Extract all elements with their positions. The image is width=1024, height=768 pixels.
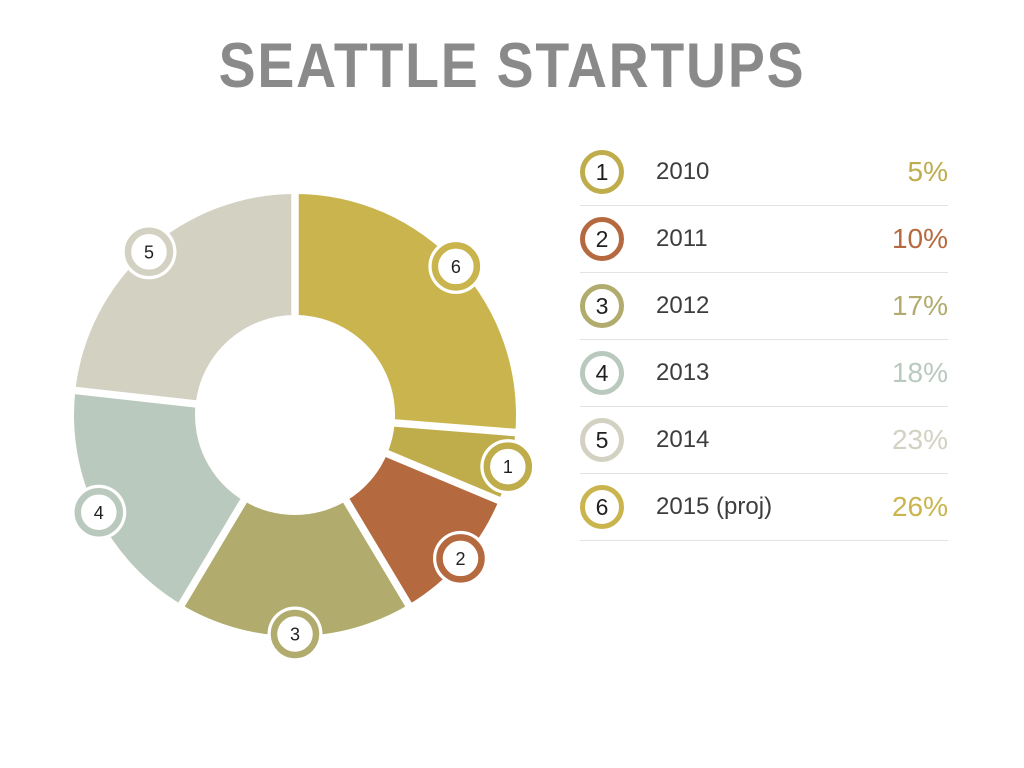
legend-row-2015-proj: 6 2015 (proj) 26% xyxy=(580,474,948,541)
legend-row-2010: 1 2010 5% xyxy=(580,139,948,206)
slice-badge-1 xyxy=(483,442,533,491)
slice-badge-number: 5 xyxy=(144,242,154,262)
slice-divider xyxy=(291,413,415,611)
legend-year-label: 2013 xyxy=(656,359,710,386)
chart-slice-2014 xyxy=(75,194,296,404)
legend-percent-value: 10% xyxy=(891,223,948,254)
chart-slice-2011 xyxy=(346,453,499,605)
slice-divider xyxy=(69,386,296,419)
slice-badge-number: 3 xyxy=(290,625,300,645)
legend-percent-value: 18% xyxy=(891,357,948,388)
page-title: SEATTLE STARTUPS xyxy=(218,31,806,101)
legend-year-label: 2012 xyxy=(656,292,710,319)
chart-slice-2012 xyxy=(181,500,409,637)
legend-row-2012: 3 2012 17% xyxy=(580,273,948,340)
legend-index-badge: 2 xyxy=(580,217,624,261)
legend: 1 2010 5% 2 2011 10% 3 2012 17% 4 2013 1… xyxy=(580,139,948,541)
slice-divider xyxy=(294,411,521,437)
legend-index-badge: 1 xyxy=(580,150,624,194)
slice-badge-4 xyxy=(74,488,124,537)
legend-index-badge: 4 xyxy=(580,351,624,395)
legend-row-2013: 4 2013 18% xyxy=(580,340,948,407)
legend-percent-value: 5% xyxy=(907,156,948,187)
slice-badge-number: 2 xyxy=(456,549,466,569)
legend-year-label: 2011 xyxy=(656,225,708,252)
slice-badge-6 xyxy=(431,242,481,291)
legend-percent-value: 23% xyxy=(891,424,948,455)
slice-badge-number: 4 xyxy=(94,503,104,523)
chart-slice-2015 (proj) xyxy=(295,194,516,433)
legend-index-badge: 3 xyxy=(580,284,624,328)
slice-badge-number: 6 xyxy=(451,257,461,277)
slice-badge-number: 1 xyxy=(503,457,513,477)
legend-year-label: 2010 xyxy=(656,158,710,185)
legend-percent-value: 26% xyxy=(891,491,948,522)
legend-index-badge: 6 xyxy=(580,485,624,529)
legend-year-label: 2014 xyxy=(656,426,710,453)
legend-row-2014: 5 2014 23% xyxy=(580,407,948,474)
legend-year-label: 2015 (proj) xyxy=(656,493,773,520)
legend-row-2011: 2 2011 10% xyxy=(580,206,948,273)
chart-slice-2010 xyxy=(387,422,516,501)
slice-divider xyxy=(175,413,299,611)
slice-badge-2 xyxy=(436,534,485,583)
legend-percent-value: 17% xyxy=(891,290,948,321)
chart-slice-2013 xyxy=(74,390,244,605)
slice-badge-3 xyxy=(270,609,320,659)
slice-badge-5 xyxy=(124,227,174,277)
legend-index-badge: 5 xyxy=(580,418,624,462)
slice-divider xyxy=(293,411,505,506)
